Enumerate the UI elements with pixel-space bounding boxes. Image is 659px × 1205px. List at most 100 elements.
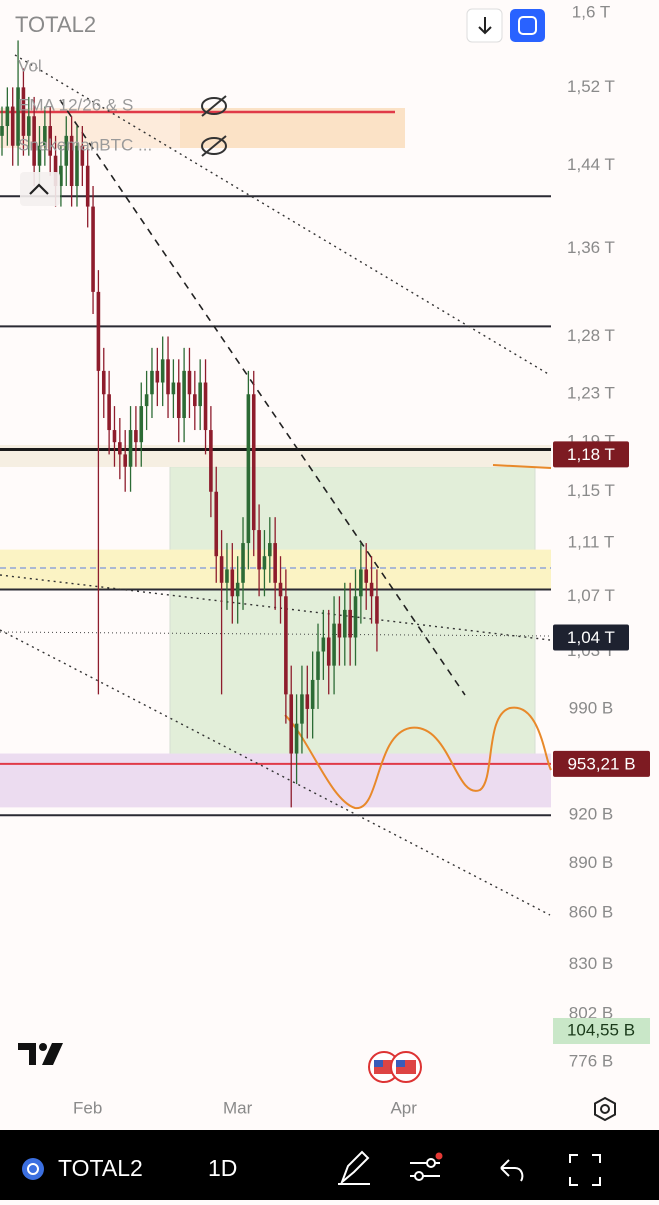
y-tick-label: 776 B: [569, 1051, 613, 1070]
trend-line: [0, 629, 551, 916]
candle-body: [155, 370, 160, 383]
y-tick-label: 990 B: [569, 698, 613, 717]
x-tick-label: Feb: [73, 1098, 102, 1117]
candle-body: [316, 651, 320, 680]
candle-body: [118, 442, 122, 455]
candle-body: [278, 582, 283, 597]
candle-body: [198, 382, 202, 407]
candle-body: [241, 543, 245, 583]
trend-line: [14, 54, 551, 376]
candle-body: [160, 359, 165, 383]
candle-body: [364, 569, 369, 583]
y-tick-label: 1,11 T: [568, 533, 615, 552]
candle-body: [348, 609, 352, 638]
price-badge-label: 953,21 B: [567, 754, 635, 773]
candle-body: [128, 430, 133, 467]
y-tick-label: 1,52 T: [567, 77, 615, 96]
undo-button[interactable]: [500, 1159, 524, 1182]
x-tick-label: Apr: [390, 1098, 417, 1117]
hide-toggle[interactable]: [201, 95, 227, 117]
candle-body: [257, 530, 261, 570]
candle-body: [48, 126, 53, 156]
x-tick-label: Mar: [223, 1098, 253, 1117]
y-tick-label: 1,23 T: [567, 384, 615, 403]
candle-body: [5, 106, 10, 127]
candle-body: [235, 582, 240, 597]
hide-toggle[interactable]: [201, 135, 227, 157]
candle-body: [182, 370, 186, 419]
y-tick-label: 890 B: [569, 853, 613, 872]
candle-body: [375, 596, 379, 624]
drawing-tool[interactable]: [338, 1150, 370, 1186]
candle-body: [225, 569, 229, 583]
volume-badge: [553, 1018, 650, 1044]
y-tick-label: 860 B: [569, 902, 613, 921]
candle-body: [134, 430, 138, 443]
candle-body: [214, 491, 219, 557]
y-tick-label: 1,07 T: [567, 586, 615, 605]
candle-body: [251, 394, 256, 531]
legend-indicator: EMA 12/26 & S: [18, 95, 133, 114]
candle-body: [139, 406, 144, 443]
candle-body: [332, 623, 336, 666]
layout-button[interactable]: [510, 9, 545, 42]
candle-body: [342, 609, 347, 638]
toolbar-symbol[interactable]: TOTAL2: [58, 1155, 143, 1181]
candle-body: [32, 116, 36, 166]
candle-body: [209, 430, 213, 492]
tradingview-logo[interactable]: [18, 1043, 63, 1065]
candle-body: [69, 135, 74, 187]
symbol-search[interactable]: [22, 1158, 44, 1180]
volume-label: 104,55 B: [567, 1020, 635, 1039]
event-flags[interactable]: [368, 1051, 422, 1083]
candle-body: [91, 206, 95, 292]
candle-body: [193, 394, 197, 407]
candle-body: [75, 145, 79, 187]
settings-button[interactable]: [594, 1096, 616, 1122]
candle-body: [321, 637, 326, 652]
indicators-tool[interactable]: [410, 1152, 443, 1181]
candle-body: [284, 596, 288, 695]
candle-body: [80, 145, 85, 166]
candle-body: [53, 155, 58, 187]
collapse-legend[interactable]: [20, 172, 60, 206]
candle-body: [85, 165, 90, 207]
price-badge-label: 1,04 T: [567, 628, 615, 647]
price-badge-label: 1,18 T: [567, 445, 615, 464]
trend-line: [59, 99, 466, 696]
candle-body: [268, 543, 272, 557]
candle-body: [123, 454, 127, 467]
zone: [0, 753, 551, 808]
y-tick-label: 1,36 T: [567, 238, 615, 257]
candle-body: [359, 569, 363, 597]
candle-body: [37, 145, 42, 166]
projection-line: [492, 464, 552, 469]
candle-body: [96, 291, 101, 371]
price-badge: [553, 624, 629, 651]
candle-body: [150, 370, 154, 395]
y-tick-label: 920 B: [569, 805, 613, 824]
candle-body: [230, 569, 235, 597]
candle-body: [300, 694, 304, 724]
toolbar: [0, 1130, 659, 1200]
candle-body: [203, 382, 208, 431]
toolbar-interval[interactable]: 1D: [208, 1155, 237, 1181]
candle-body: [294, 723, 299, 754]
y-tick-label: 1,6 T: [572, 2, 610, 21]
y-tick-label: 802 B: [569, 1004, 613, 1023]
download-button[interactable]: [466, 8, 503, 43]
candle-body: [305, 694, 310, 709]
candle-body: [0, 126, 4, 136]
fullscreen-button[interactable]: [569, 1154, 601, 1186]
y-tick-label: 1,44 T: [567, 155, 615, 174]
candle-body: [43, 126, 47, 146]
candle-body: [187, 370, 192, 395]
candle-body: [101, 370, 106, 395]
symbol-title: TOTAL2: [15, 12, 96, 37]
price-badge: [553, 750, 650, 777]
legend-indicator: SnakemanBTC ...: [18, 135, 152, 154]
candle-body: [107, 394, 111, 431]
candle-body: [59, 165, 63, 187]
candle-body: [273, 543, 277, 583]
